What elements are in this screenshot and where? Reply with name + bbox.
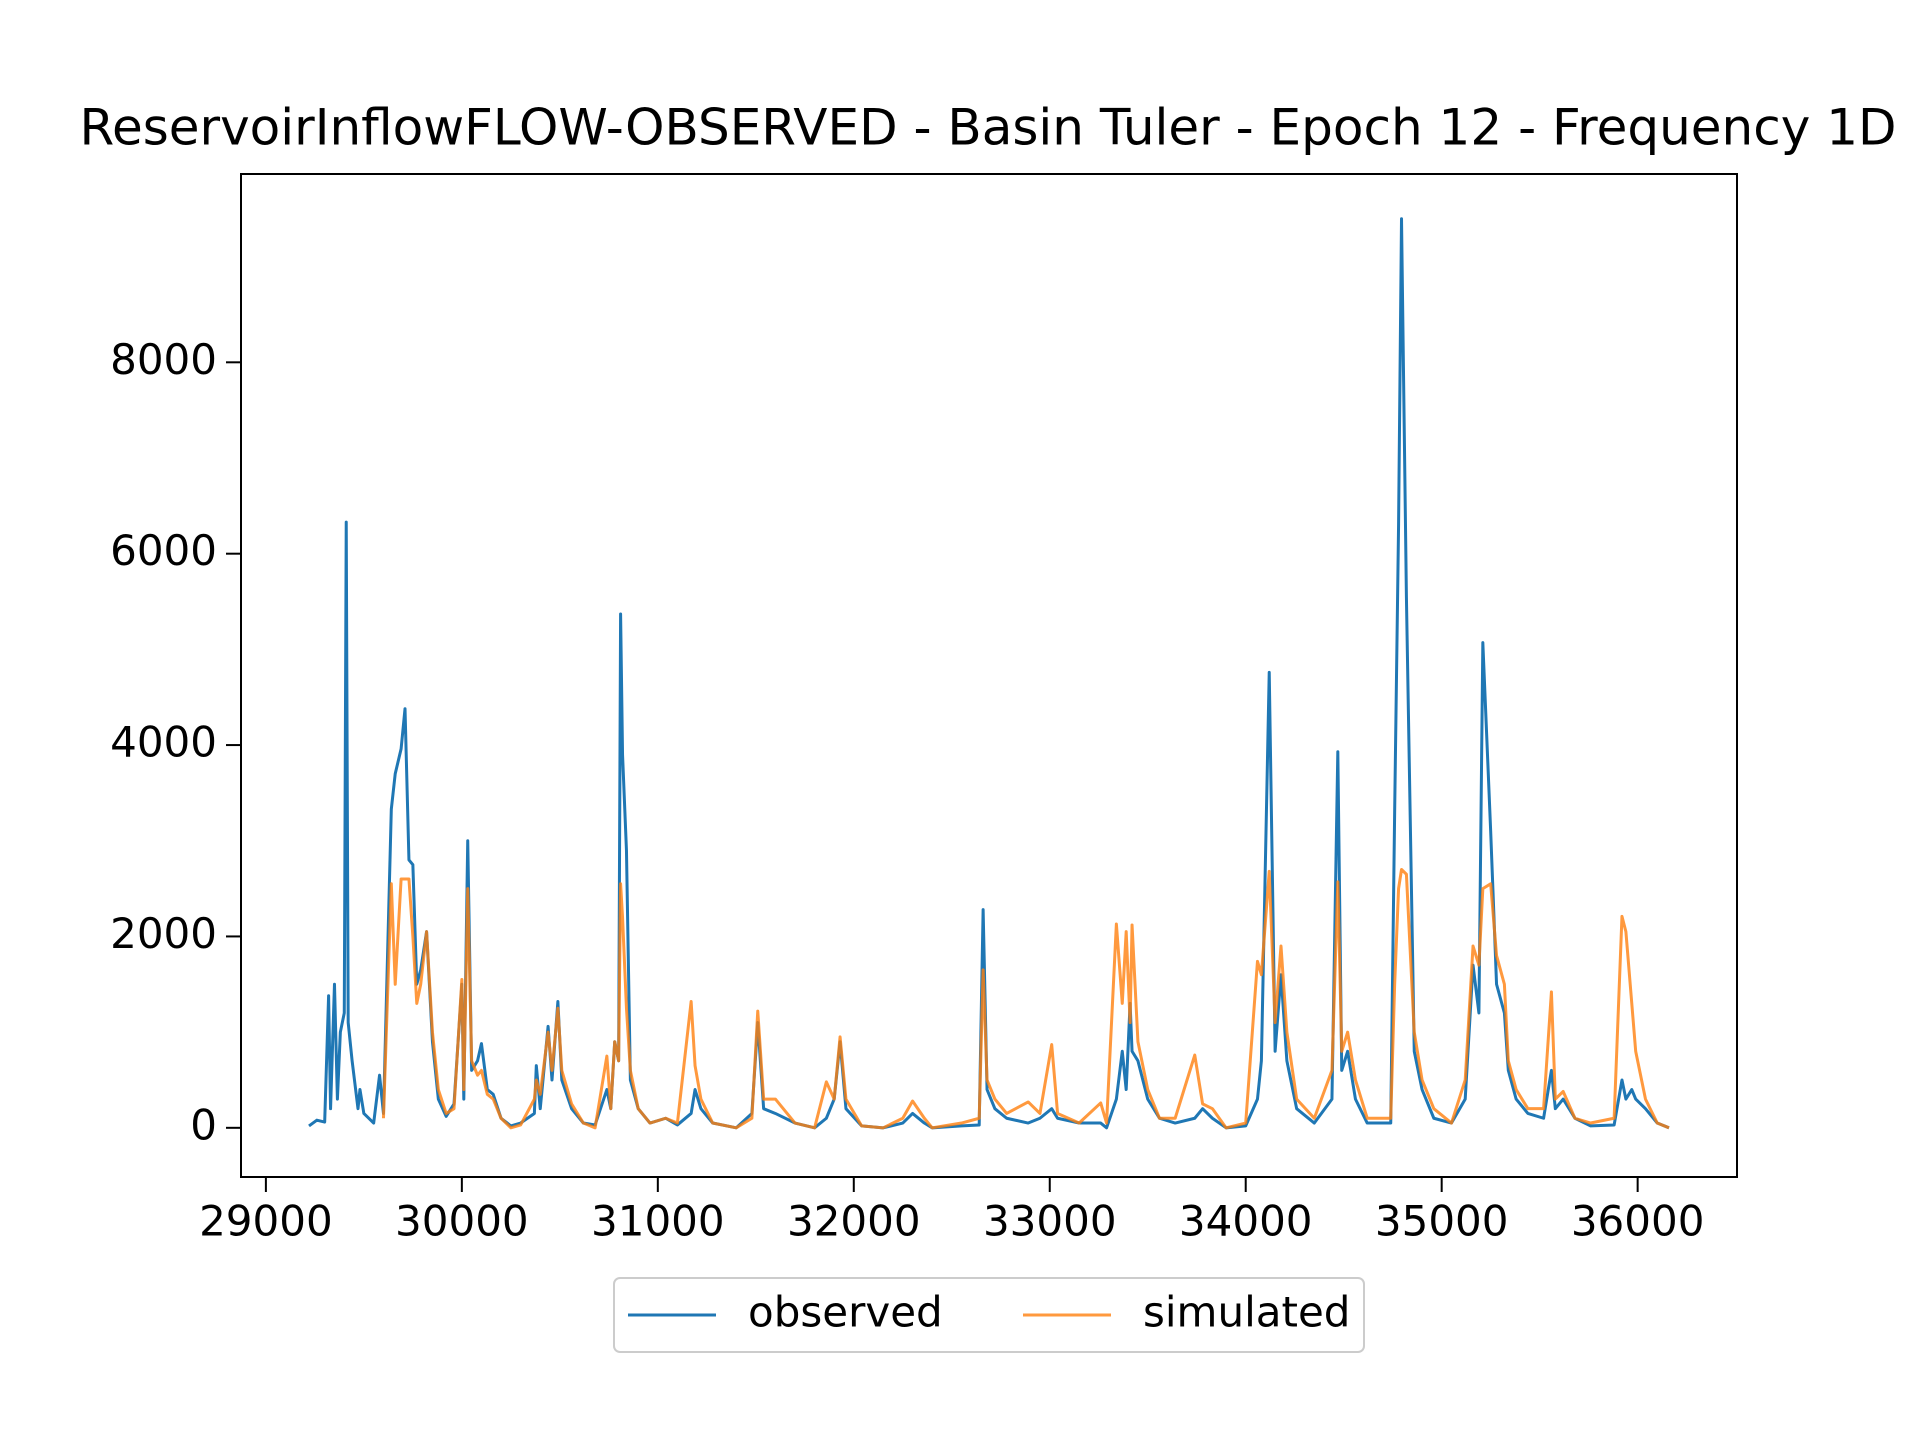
legend-label: observed [748, 1288, 943, 1337]
y-tick-label: 4000 [110, 718, 217, 767]
x-tick-label: 35000 [1375, 1197, 1509, 1246]
series-line [308, 217, 1670, 1130]
chart-title: ReservoirInflowFLOW-OBSERVED - Basin Tul… [79, 99, 1896, 157]
legend-label: simulated [1143, 1288, 1350, 1337]
y-tick-label: 0 [190, 1100, 217, 1149]
x-tick-label: 34000 [1179, 1197, 1313, 1246]
series-line [381, 867, 1670, 1130]
axes-frame [240, 173, 1738, 1178]
y-tick-label: 2000 [110, 909, 217, 958]
y-tick-label: 8000 [110, 335, 217, 384]
x-tick-label: 36000 [1571, 1197, 1705, 1246]
x-tick-label: 29000 [199, 1197, 333, 1246]
x-tick-label: 32000 [787, 1197, 921, 1246]
x-tick-label: 31000 [591, 1197, 725, 1246]
legend-frame [613, 1277, 1365, 1353]
x-tick-label: 30000 [395, 1197, 529, 1246]
legend: observed simulated [628, 1288, 1350, 1337]
x-tick-label: 33000 [983, 1197, 1117, 1246]
plot-area [308, 217, 1670, 1130]
y-tick-label: 6000 [110, 526, 217, 575]
